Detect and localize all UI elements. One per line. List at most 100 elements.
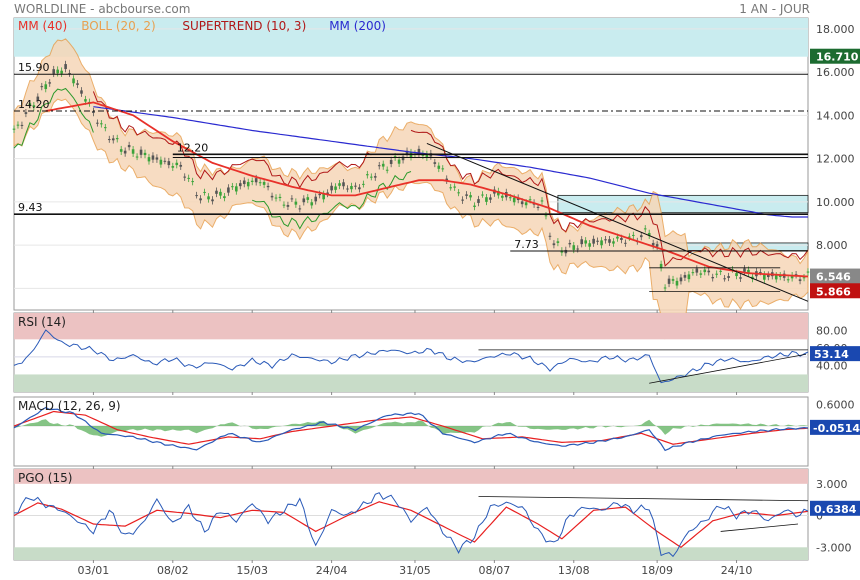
candle (441, 168, 445, 170)
candle (306, 197, 310, 200)
candle (68, 73, 71, 75)
candle (147, 157, 151, 162)
candle (699, 273, 703, 275)
panel-pgo (13, 468, 809, 561)
candle (576, 248, 580, 250)
candle (449, 187, 452, 189)
candle (270, 195, 274, 198)
candle (485, 197, 488, 202)
supertrend-line (92, 91, 372, 189)
x-tick-label: 18/09 (641, 564, 673, 577)
candle (437, 165, 441, 169)
candle (512, 197, 516, 203)
candle (616, 236, 619, 239)
x-tick-label: 15/03 (236, 564, 268, 577)
x-tick-label: 08/07 (479, 564, 511, 577)
candle (453, 186, 456, 188)
candle (790, 275, 794, 279)
candle (266, 185, 270, 188)
supertrend-line (252, 171, 412, 230)
candle (163, 160, 167, 162)
candle (528, 199, 532, 201)
candle (322, 193, 325, 200)
candle (401, 156, 405, 161)
legend-entry: MM (40) (18, 19, 67, 33)
pgo-signal-line (13, 501, 809, 549)
y-tick-label: 8.000 (816, 239, 848, 252)
rsi-line (13, 329, 809, 384)
level-label: 14.20 (18, 98, 50, 111)
candle (687, 274, 691, 280)
candle (377, 165, 381, 167)
candle (671, 279, 675, 281)
candle (643, 228, 647, 230)
candle (798, 279, 802, 282)
candle (524, 202, 528, 206)
overbought-zone (14, 469, 808, 484)
candle (739, 277, 742, 279)
candle (40, 86, 44, 88)
x-tick-label: 24/04 (316, 564, 348, 577)
candle (572, 245, 576, 250)
candle (675, 280, 679, 286)
candle (560, 250, 564, 253)
candle (175, 162, 179, 166)
x-tick-label: 13/08 (558, 564, 590, 577)
candle (119, 149, 123, 152)
candle (143, 152, 147, 156)
candle (350, 186, 353, 190)
rsi-badge (810, 346, 860, 362)
candle (465, 194, 468, 196)
pgo-panel: PGO (15) 3.000 0 -3.000 0.6384 (13, 469, 860, 560)
candle (473, 205, 476, 207)
candle (639, 235, 643, 238)
candle (358, 187, 361, 190)
candle (219, 191, 222, 196)
candle (663, 287, 667, 289)
candle (778, 275, 782, 277)
candle (445, 178, 449, 181)
candle (719, 270, 722, 272)
y-tick-label: 14.000 (816, 109, 855, 122)
candle (691, 272, 695, 274)
candle (262, 181, 266, 185)
supertrend-line (13, 87, 94, 149)
candle (520, 201, 524, 205)
candle (12, 128, 16, 130)
candle (723, 278, 726, 280)
candle (159, 159, 163, 165)
candle (326, 192, 329, 194)
macd-badge (810, 419, 860, 435)
candle (36, 96, 40, 101)
candle (370, 176, 373, 178)
candle (655, 244, 659, 247)
candle (100, 123, 103, 125)
y-tick-label: -3.000 (816, 541, 851, 554)
candle (24, 112, 28, 114)
period-label: 1 AN - JOUR (739, 2, 810, 16)
candle (223, 196, 226, 199)
y-tick-label: 18.000 (816, 23, 855, 36)
candle (92, 110, 95, 114)
candle (242, 180, 246, 185)
candle (366, 174, 369, 176)
price-badge (810, 283, 860, 299)
candle (203, 191, 206, 193)
candle (231, 186, 234, 188)
candle (703, 269, 707, 273)
candle (584, 240, 587, 244)
candle (759, 271, 762, 273)
y-tick-label: 10.000 (816, 196, 855, 209)
chart-title: WORLDLINE - abcbourse.com (14, 2, 191, 16)
candle (250, 180, 254, 182)
candle (238, 183, 242, 187)
candle (342, 182, 345, 187)
candle (80, 90, 83, 94)
candle (628, 236, 631, 238)
candle (167, 161, 171, 166)
candle (187, 177, 190, 179)
price-badge (810, 48, 860, 64)
candle (715, 273, 718, 275)
candle (346, 188, 349, 190)
